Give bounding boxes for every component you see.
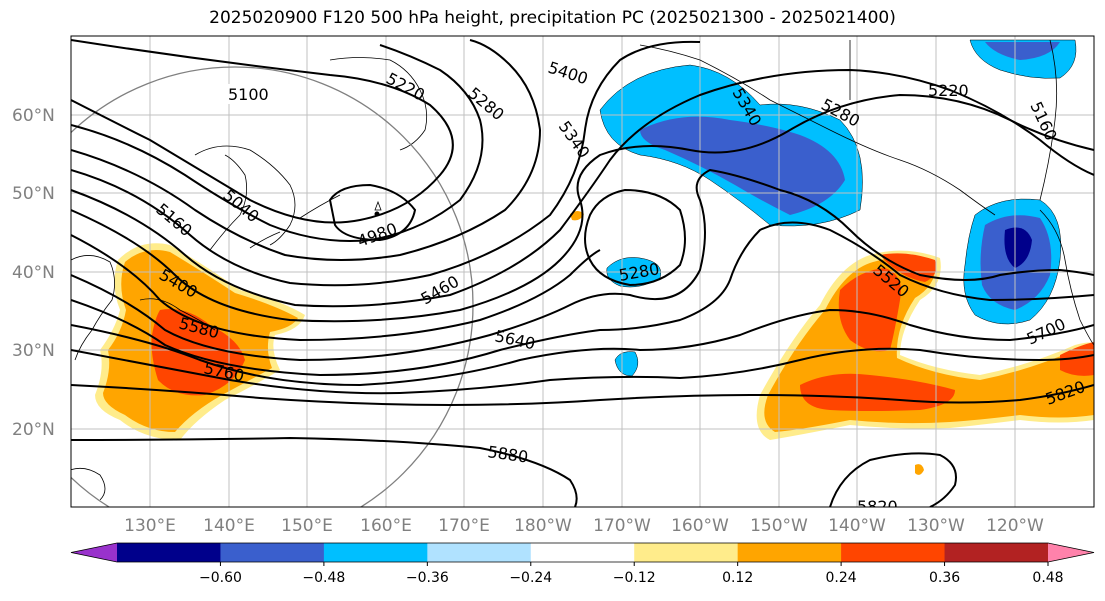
map-frame (70, 35, 1095, 508)
colorbar: −0.60 −0.48 −0.36 −0.24 −0.12 0.12 0.24 0.36 0.4… (70, 542, 1095, 586)
lon-label-120w: 120°W (986, 516, 1044, 536)
colorbar-segment (117, 543, 221, 562)
colorbar-extend-high (1048, 543, 1094, 562)
lat-label-30n: 30°N (12, 341, 55, 361)
lon-label-160e: 160°E (360, 516, 412, 536)
colorbar-tick-label: 0.36 (929, 570, 960, 586)
lat-label-20n: 20°N (12, 420, 55, 440)
colorbar-extend-low (71, 543, 117, 562)
lat-label-40n: 40°N (12, 263, 55, 283)
contour-label-5220-b: 5220 (928, 81, 969, 100)
colorbar-segment (737, 543, 842, 562)
lon-label-140e: 140°E (203, 516, 255, 536)
colorbar-segment (944, 543, 1049, 562)
contour-label-5100: 5100 (228, 85, 269, 104)
lon-label-170w: 170°W (593, 516, 651, 536)
colorbar-segment (634, 543, 739, 562)
range-circle (71, 66, 474, 507)
colorbar-tick-label: 0.12 (722, 570, 753, 586)
map-title: 2025020900 F120 500 hPa height, precipit… (209, 8, 896, 28)
colorbar-tick-label: 0.24 (826, 570, 857, 586)
low-center-marker (374, 200, 382, 211)
colorbar-tick-label: −0.60 (199, 570, 242, 586)
lat-label-50n: 50°N (12, 184, 55, 204)
latitude-labels: 60°N 50°N 40°N 30°N 20°N (12, 106, 55, 440)
colorbar-tick-label: 0.48 (1032, 570, 1063, 586)
lat-label-60n: 60°N (12, 106, 55, 126)
colorbar-tick-label: −0.12 (613, 570, 656, 586)
lon-label-150w: 150°W (750, 516, 808, 536)
colorbar-segment (220, 543, 325, 562)
lon-label-130e: 130°E (124, 516, 176, 536)
lon-label-130w: 130°W (907, 516, 965, 536)
lon-label-180w: 180°W (514, 516, 572, 536)
colorbar-segment (323, 543, 428, 562)
colorbar-segment (530, 543, 635, 562)
lon-label-140w: 140°W (828, 516, 886, 536)
colorbar-tick-label: −0.48 (302, 570, 345, 586)
precip-negative-areas (599, 39, 1077, 377)
colorbar-outline (70, 542, 1095, 563)
colorbar-tick-label: −0.36 (406, 570, 449, 586)
colorbar-tick-label: −0.24 (509, 570, 552, 586)
precip-positive-areas (95, 211, 1094, 475)
contour-label-5820-b: 5820 (857, 497, 898, 516)
low-center-dot (374, 211, 380, 217)
colorbar-segment (841, 543, 946, 562)
longitude-labels: 130°E 140°E 150°E 160°E 170°E 180°W 170°… (124, 516, 1044, 536)
height-contours (71, 39, 1094, 507)
lon-label-150e: 150°E (281, 516, 333, 536)
colorbar-segment (427, 543, 532, 562)
lon-label-170e: 170°E (438, 516, 490, 536)
lon-label-160w: 160°W (671, 516, 729, 536)
